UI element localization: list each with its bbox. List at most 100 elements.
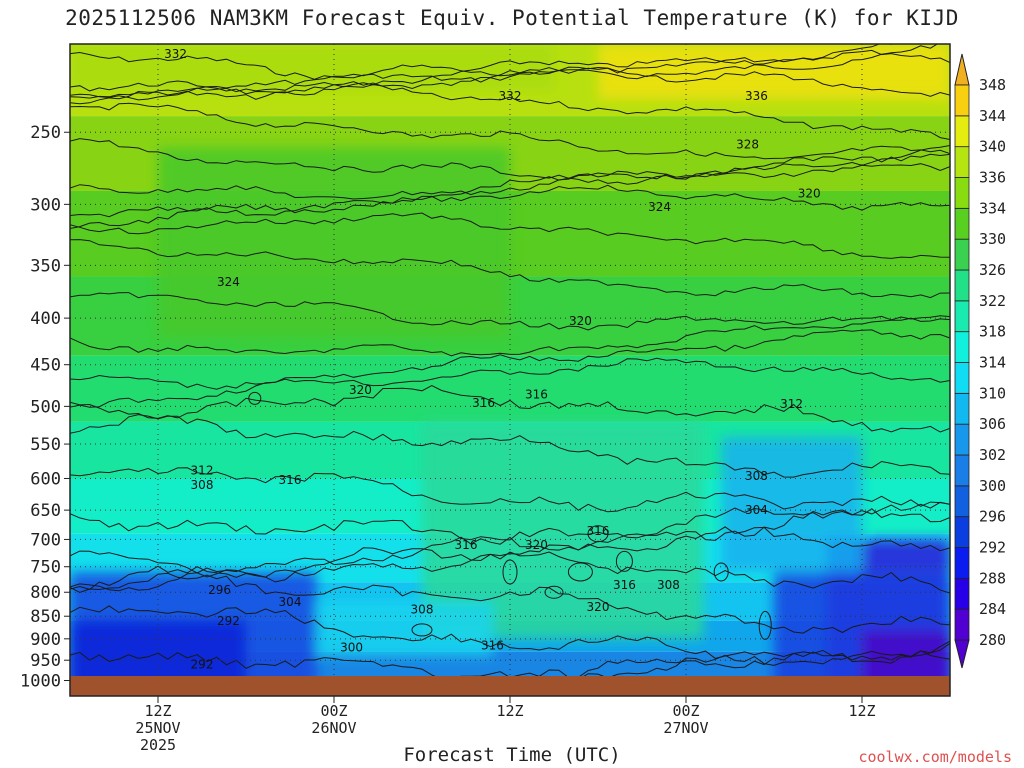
contour-label: 300	[340, 641, 363, 655]
contour-label: 316	[279, 473, 302, 487]
contour-line	[70, 102, 950, 160]
contour-label: 336	[745, 89, 768, 103]
contour-label: 320	[587, 600, 610, 614]
colorbar-swatch	[954, 207, 970, 240]
contour-label: 296	[208, 583, 231, 597]
y-tick-label: 500	[30, 397, 61, 417]
chart-title: 2025112506 NAM3KM Forecast Equiv. Potent…	[65, 6, 959, 30]
y-tick-label: 550	[30, 435, 61, 455]
contour-lines	[70, 44, 950, 696]
colorbar-swatch	[954, 331, 970, 363]
contour-line	[70, 526, 950, 592]
y-tick-label: 300	[30, 195, 61, 215]
x-tick-label: 12Z	[144, 702, 171, 720]
contour-label: 316	[587, 524, 610, 538]
contour-label: 308	[745, 469, 768, 483]
colorbar-tick-label: 334	[979, 199, 1006, 217]
y-tick-label: 250	[30, 123, 61, 143]
colorbar-swatch	[954, 115, 970, 148]
colorbar-tick-label: 284	[979, 600, 1006, 618]
contour-cell	[713, 562, 729, 582]
contour-label: 304	[279, 595, 302, 609]
colorbar-tick-label: 326	[979, 261, 1006, 279]
colorbar-bottom-arrow	[954, 639, 970, 669]
contour-label: 312	[780, 397, 803, 411]
contour-cell	[248, 391, 262, 405]
contour-label: 308	[657, 578, 680, 592]
colorbar-tick-label: 300	[979, 477, 1006, 495]
contour-line	[70, 49, 950, 105]
contour-label: 320	[798, 187, 821, 201]
y-tick-label: 900	[30, 630, 61, 650]
colorbar-swatch	[954, 84, 970, 117]
contour-label: 324	[648, 200, 671, 214]
y-tick-label: 950	[30, 651, 61, 671]
colorbar-swatch	[954, 608, 970, 641]
x-tick-label: 12Z	[848, 702, 875, 720]
contour-label: 308	[191, 478, 214, 492]
x-tick-label: 2025	[140, 736, 176, 754]
contour-line	[70, 64, 950, 101]
colorbar-swatch	[954, 146, 970, 178]
y-axis: 250 300 350 400 450 500 550 600 650 700 750 800 850 9…	[20, 123, 70, 691]
contour-label: 320	[525, 538, 548, 552]
contour-line	[70, 605, 950, 664]
colorbar-tick-label: 322	[979, 292, 1006, 310]
contour-line	[70, 551, 950, 594]
contour-line	[70, 239, 950, 299]
credit-text: coolwx.com/models	[858, 748, 1012, 766]
colorbar-tick-label: 318	[979, 323, 1006, 341]
grid-lines	[70, 44, 950, 696]
colorbar-tick-label: 292	[979, 539, 1006, 557]
y-tick-label: 700	[30, 530, 61, 550]
contour-label: 324	[217, 275, 240, 289]
colorbar-tick-label: 306	[979, 415, 1006, 433]
colorbar-tick-label: 348	[979, 76, 1006, 94]
contour-label: 328	[736, 138, 759, 152]
x-tick-label: 12Z	[496, 702, 523, 720]
contour-label: 304	[745, 503, 768, 517]
contour-line	[70, 145, 950, 200]
colorbar-swatch	[954, 300, 970, 333]
contour-label: 316	[525, 387, 548, 401]
colorbar: 280 284 288 292 296 300 302 306 310 314 318 322 326 3…	[954, 53, 1006, 669]
contour-line	[70, 81, 950, 140]
y-tick-label: 350	[30, 256, 61, 276]
contour-line	[70, 292, 950, 331]
y-tick-label: 750	[30, 558, 61, 578]
colorbar-top-arrow	[954, 53, 970, 86]
x-tick-label: 00Z	[672, 702, 699, 720]
y-tick-label: 400	[30, 309, 61, 329]
colorbar-swatch	[954, 577, 970, 610]
colorbar-swatch	[954, 269, 970, 302]
contour-cell	[411, 623, 433, 637]
contour-line	[70, 184, 950, 229]
contour-line	[70, 467, 950, 513]
colorbar-swatch	[954, 485, 970, 518]
colorbar-tick-label: 302	[979, 446, 1006, 464]
contour-label: 316	[481, 638, 504, 652]
y-tick-label: 450	[30, 356, 61, 376]
contour-label: 312	[191, 463, 214, 477]
contour-cell	[567, 562, 593, 582]
field-region	[316, 602, 493, 657]
field-region	[70, 44, 554, 91]
colorbar-tick-label: 344	[979, 107, 1006, 125]
field-region	[158, 147, 510, 338]
contour-label: 332	[499, 89, 522, 103]
contour-label: 292	[191, 657, 214, 671]
colorbar-swatch	[954, 547, 970, 579]
y-tick-label: 850	[30, 607, 61, 627]
field-region	[721, 436, 862, 572]
y-tick-label: 650	[30, 501, 61, 521]
contour-cell	[615, 550, 633, 572]
x-tick-label: 25NOV	[135, 719, 180, 737]
contour-line	[70, 508, 950, 574]
x-axis-label: Forecast Time (UTC)	[403, 744, 621, 766]
colorbar-tick-label: 280	[979, 631, 1006, 649]
colorbar-swatch	[954, 177, 970, 209]
colorbar-tick-label: 340	[979, 138, 1006, 156]
colorbar-tick-label: 296	[979, 508, 1006, 526]
